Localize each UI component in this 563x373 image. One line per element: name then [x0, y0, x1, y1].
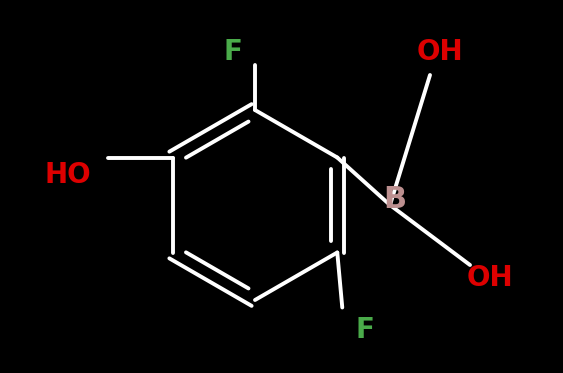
Text: F: F	[356, 316, 374, 344]
Text: B: B	[383, 185, 406, 214]
Text: OH: OH	[417, 38, 463, 66]
Text: HO: HO	[44, 161, 91, 189]
Text: OH: OH	[467, 264, 513, 292]
Text: F: F	[224, 38, 243, 66]
